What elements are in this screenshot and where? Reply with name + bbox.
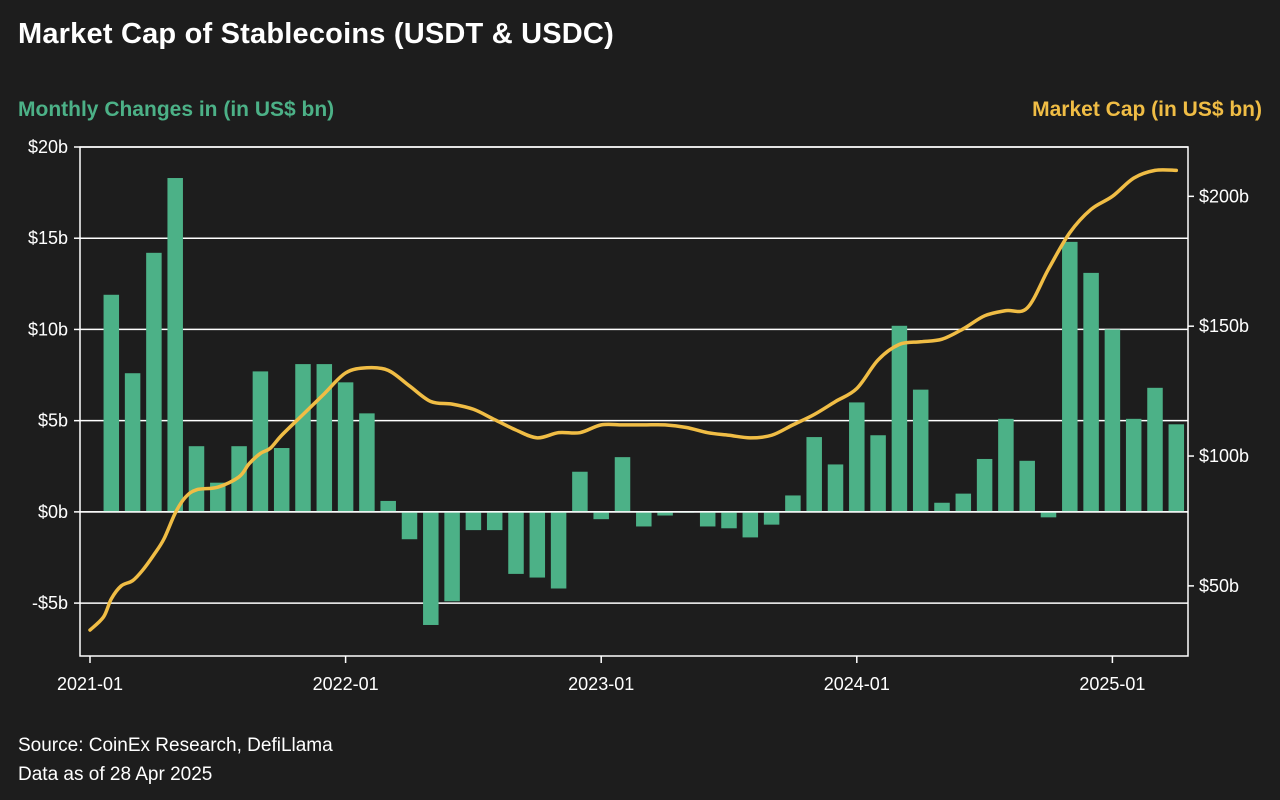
bar [210, 482, 226, 512]
bar [465, 511, 482, 531]
bar [1019, 460, 1035, 512]
source-text: Source: CoinEx Research, DefiLlama [18, 735, 333, 756]
bar [316, 364, 333, 512]
left-tick-label: $10b [28, 319, 68, 339]
bar [891, 325, 908, 512]
bar [912, 389, 929, 512]
x-tick-label: 2021-01 [57, 674, 123, 694]
bar [295, 364, 311, 512]
bar [870, 435, 886, 512]
bar [1125, 418, 1142, 512]
bar [273, 448, 290, 512]
x-tick-label: 2022-01 [313, 674, 379, 694]
bar [934, 502, 950, 512]
bar [1104, 329, 1121, 512]
bar [167, 178, 183, 512]
right-tick-label: $200b [1199, 186, 1249, 206]
bar [124, 373, 141, 512]
bar [231, 446, 247, 512]
bar [636, 511, 652, 527]
bar [657, 511, 673, 516]
bar [423, 511, 439, 625]
bar [1083, 272, 1099, 512]
left-tick-label: -$5b [32, 593, 68, 613]
left-tick-label: $0b [38, 502, 68, 522]
bar [614, 457, 631, 512]
bar [699, 511, 716, 527]
right-tick-label: $50b [1199, 576, 1239, 596]
bar [359, 413, 375, 512]
right-tick-label: $150b [1199, 316, 1249, 336]
bar [380, 500, 396, 512]
bar [103, 294, 120, 512]
market-cap-line [88, 168, 1179, 632]
right-axis-title: Market Cap (in US$ bn) [1032, 98, 1262, 121]
bar [444, 511, 460, 602]
bar [146, 252, 162, 512]
bar [849, 402, 865, 512]
right-tick-label: $100b [1199, 446, 1249, 466]
bar [529, 511, 546, 578]
bar [252, 371, 269, 512]
x-tick-label: 2023-01 [568, 674, 634, 694]
x-tick-label: 2025-01 [1079, 674, 1145, 694]
bar [742, 511, 759, 538]
bar [550, 511, 567, 589]
bar [763, 511, 780, 525]
bar [486, 511, 503, 531]
bar [1062, 241, 1078, 512]
left-tick-label: $20b [28, 137, 68, 157]
chart-source-notes: Source: CoinEx Research, DefiLlama Data … [18, 731, 333, 789]
bar [508, 511, 524, 574]
bar [827, 464, 844, 512]
bar [721, 511, 737, 529]
bar [188, 446, 205, 512]
bar [1147, 387, 1163, 512]
data-date-text: Data as of 28 Apr 2025 [18, 764, 213, 785]
bar [998, 418, 1014, 512]
bar [337, 382, 354, 512]
x-tick-label: 2024-01 [824, 674, 890, 694]
bar [955, 493, 972, 512]
bar [593, 511, 609, 520]
left-tick-label: $5b [38, 411, 68, 431]
bar [572, 471, 588, 512]
bar [1040, 511, 1057, 518]
bar [401, 511, 418, 540]
bar [1168, 424, 1185, 512]
left-tick-label: $15b [28, 228, 68, 248]
bar [806, 437, 822, 512]
chart-title: Market Cap of Stablecoins (USDT & USDC) [18, 18, 614, 50]
left-axis-title: Monthly Changes in (in US$ bn) [18, 98, 335, 121]
plot-frame [79, 146, 1189, 657]
bar [976, 458, 993, 512]
bar [785, 495, 801, 512]
